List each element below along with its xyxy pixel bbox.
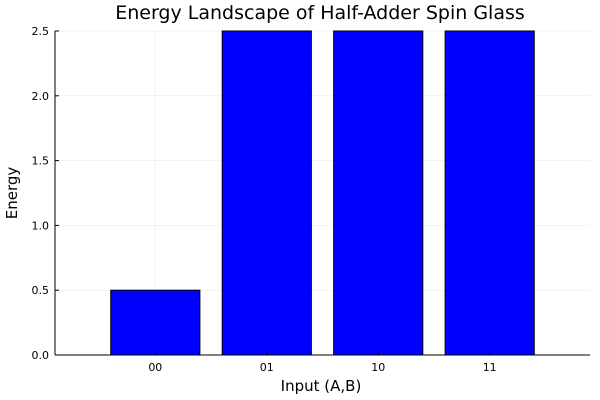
x-tick-label: 11 (483, 361, 497, 374)
y-tick-label: 0.5 (32, 284, 50, 297)
y-tick-label: 1.0 (32, 219, 50, 232)
y-ticks: 0.0 0.5 1.0 1.5 2.0 2.5 (32, 25, 59, 362)
x-ticks: 00 01 10 11 (148, 351, 497, 374)
x-tick-label: 10 (371, 361, 385, 374)
bar-11 (444, 30, 535, 356)
x-tick-label: 01 (260, 361, 274, 374)
bar-10 (333, 30, 424, 356)
y-tick-label: 0.0 (32, 349, 50, 362)
y-axis-label: Energy (3, 167, 21, 220)
bars (110, 30, 535, 356)
axes (54, 31, 590, 356)
y-tick-label: 2.0 (32, 90, 50, 103)
x-tick-label: 00 (148, 361, 162, 374)
y-tick-label: 1.5 (32, 155, 50, 168)
chart-title: Energy Landscape of Half-Adder Spin Glas… (115, 2, 525, 24)
y-tick-label: 2.5 (32, 25, 50, 38)
bar-01 (221, 30, 312, 356)
bar-00 (110, 289, 201, 356)
x-axis-label: Input (A,B) (281, 377, 362, 395)
